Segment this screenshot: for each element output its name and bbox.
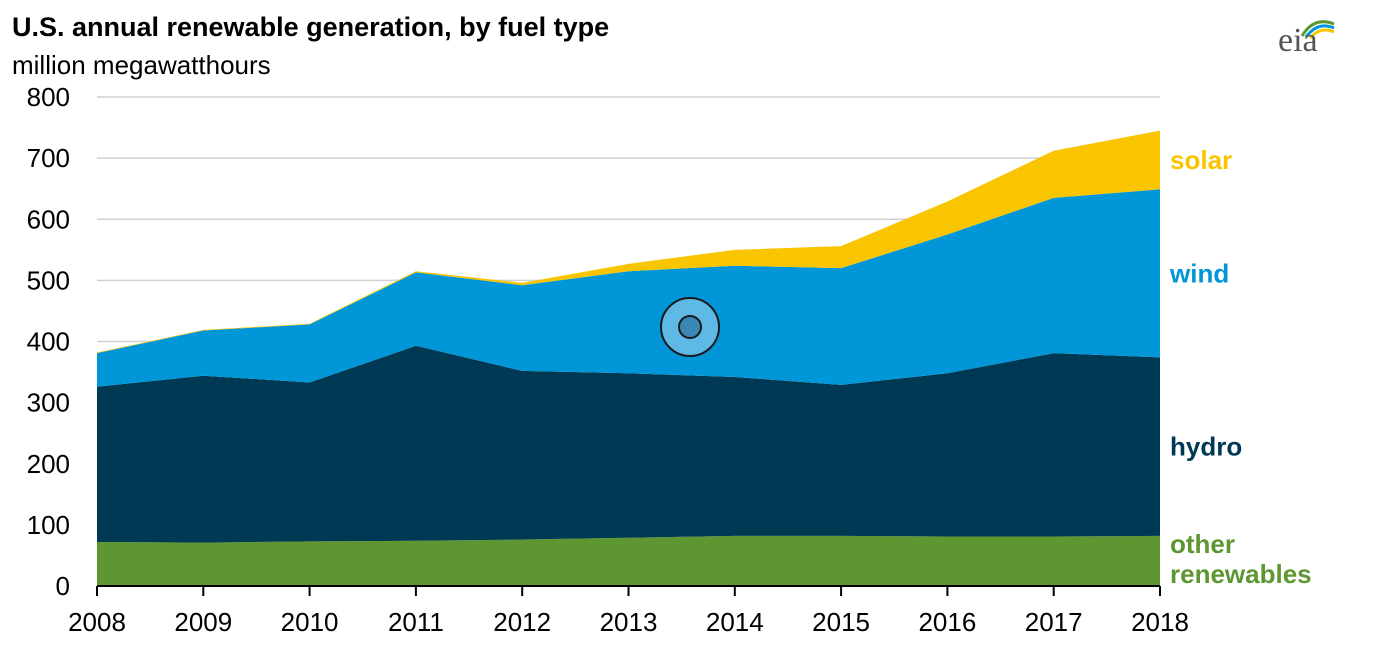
chart-subtitle: million megawatthours	[12, 50, 271, 80]
series-label-other-renewables-line2: renewables	[1170, 559, 1312, 589]
series-label-other-renewables: other	[1170, 529, 1235, 559]
y-tick-label: 200	[27, 449, 70, 479]
series-labels: solar wind hydro other renewables	[1169, 145, 1312, 589]
x-tick-label: 2009	[174, 607, 232, 637]
eia-logo: eia	[1272, 10, 1342, 66]
x-tick-label: 2011	[388, 607, 444, 637]
axes: 0 100 200 300 400 500 600 700 800 2008 2009 2010 201…	[27, 82, 1189, 637]
y-tick-label: 800	[27, 82, 70, 112]
area-hydro	[97, 345, 1160, 543]
x-tick-label: 2013	[600, 607, 658, 637]
series-label-hydro: hydro	[1170, 432, 1242, 462]
pointer-marker	[660, 297, 720, 357]
area-solar	[97, 130, 1160, 354]
area-wind	[97, 189, 1160, 387]
eia-logo-arcs-icon	[1300, 20, 1335, 40]
x-tick-label: 2014	[706, 607, 764, 637]
area-layers	[97, 130, 1160, 586]
eia-logo-text: eia	[1278, 22, 1318, 59]
y-tick-label: 0	[56, 571, 70, 601]
y-tick-label: 500	[27, 265, 70, 295]
y-tick-label: 300	[27, 388, 70, 418]
chart-title: U.S. annual renewable generation, by fue…	[12, 12, 610, 42]
y-tick-label: 700	[27, 143, 70, 173]
series-label-solar: solar	[1170, 145, 1232, 175]
x-tick-label: 2010	[281, 607, 339, 637]
y-tick-label: 600	[27, 204, 70, 234]
x-tick-label: 2016	[918, 607, 976, 637]
x-tick-label: 2008	[68, 607, 126, 637]
series-label-wind: wind	[1169, 258, 1229, 288]
area-other-renewables	[97, 535, 1160, 586]
x-tick-label: 2017	[1025, 607, 1083, 637]
y-tick-label: 400	[27, 327, 70, 357]
y-tick-label: 100	[27, 510, 70, 540]
x-tick-label: 2015	[812, 607, 870, 637]
cursor-dot	[678, 315, 702, 339]
x-tick-label: 2012	[493, 607, 551, 637]
x-tick-label: 2018	[1131, 607, 1189, 637]
